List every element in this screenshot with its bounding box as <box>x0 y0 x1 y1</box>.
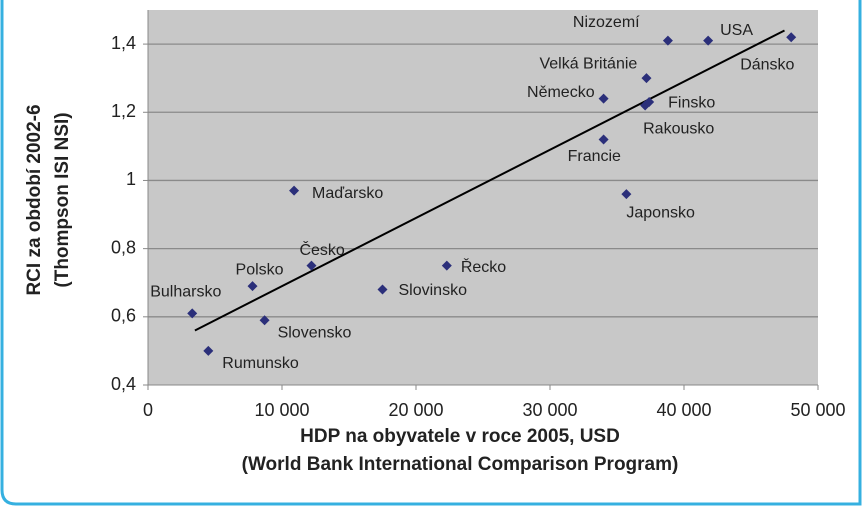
point <box>247 281 258 292</box>
point <box>306 260 317 271</box>
point <box>786 32 797 43</box>
x-tick-label: 10 000 <box>254 400 309 420</box>
y-tick-label: 1,2 <box>111 101 136 121</box>
y-axis-title: (Thompson ISI NSI) <box>52 112 73 287</box>
x-tick-label: 50 000 <box>790 400 845 420</box>
x-axis-title: (World Bank International Comparison Pro… <box>242 454 679 475</box>
point <box>187 308 198 319</box>
point <box>377 284 388 295</box>
point <box>621 189 632 200</box>
y-tick-label: 1,4 <box>111 33 136 53</box>
point <box>598 93 609 104</box>
y-axis-title: RCI za období 2002-6 <box>24 104 45 295</box>
point <box>703 35 714 46</box>
point-label: Japonsko <box>626 204 695 221</box>
y-tick-label: 0,6 <box>111 306 136 326</box>
point-label: Velká Británie <box>539 55 637 72</box>
point-label: Dánsko <box>740 56 794 73</box>
point-label: USA <box>720 22 753 39</box>
point-label: Rumunsko <box>222 355 299 372</box>
point <box>289 185 300 196</box>
x-tick-label: 30 000 <box>522 400 577 420</box>
trendline <box>194 29 785 332</box>
point-label: Řecko <box>461 257 506 276</box>
x-tick-label: 40 000 <box>656 400 711 420</box>
point <box>644 97 655 108</box>
point <box>203 345 214 356</box>
x-axis-title: HDP na obyvatele v roce 2005, USD <box>300 426 620 447</box>
point-label: Francie <box>568 148 621 165</box>
x-tick-label: 0 <box>143 400 153 420</box>
point-label: Bulharsko <box>150 284 221 301</box>
point <box>641 73 652 84</box>
plot-area <box>148 10 818 385</box>
point <box>662 35 673 46</box>
point <box>598 134 609 145</box>
y-tick-label: 1 <box>126 169 136 189</box>
point-label: Maďarsko <box>312 185 383 202</box>
point <box>441 260 452 271</box>
point-label: Nizozemí <box>573 14 640 31</box>
point-label: Rakousko <box>643 121 714 138</box>
point-label: Slovensko <box>278 324 352 341</box>
point-label: Slovinsko <box>399 282 468 299</box>
point <box>259 315 270 326</box>
y-tick-label: 0,8 <box>111 237 136 257</box>
point-label: Německo <box>527 84 595 101</box>
point-label: Česko <box>299 240 344 259</box>
point-label: Finsko <box>668 94 715 111</box>
y-tick-label: 0,4 <box>111 374 136 394</box>
x-tick-label: 20 000 <box>388 400 443 420</box>
point-label: Polsko <box>236 261 284 278</box>
